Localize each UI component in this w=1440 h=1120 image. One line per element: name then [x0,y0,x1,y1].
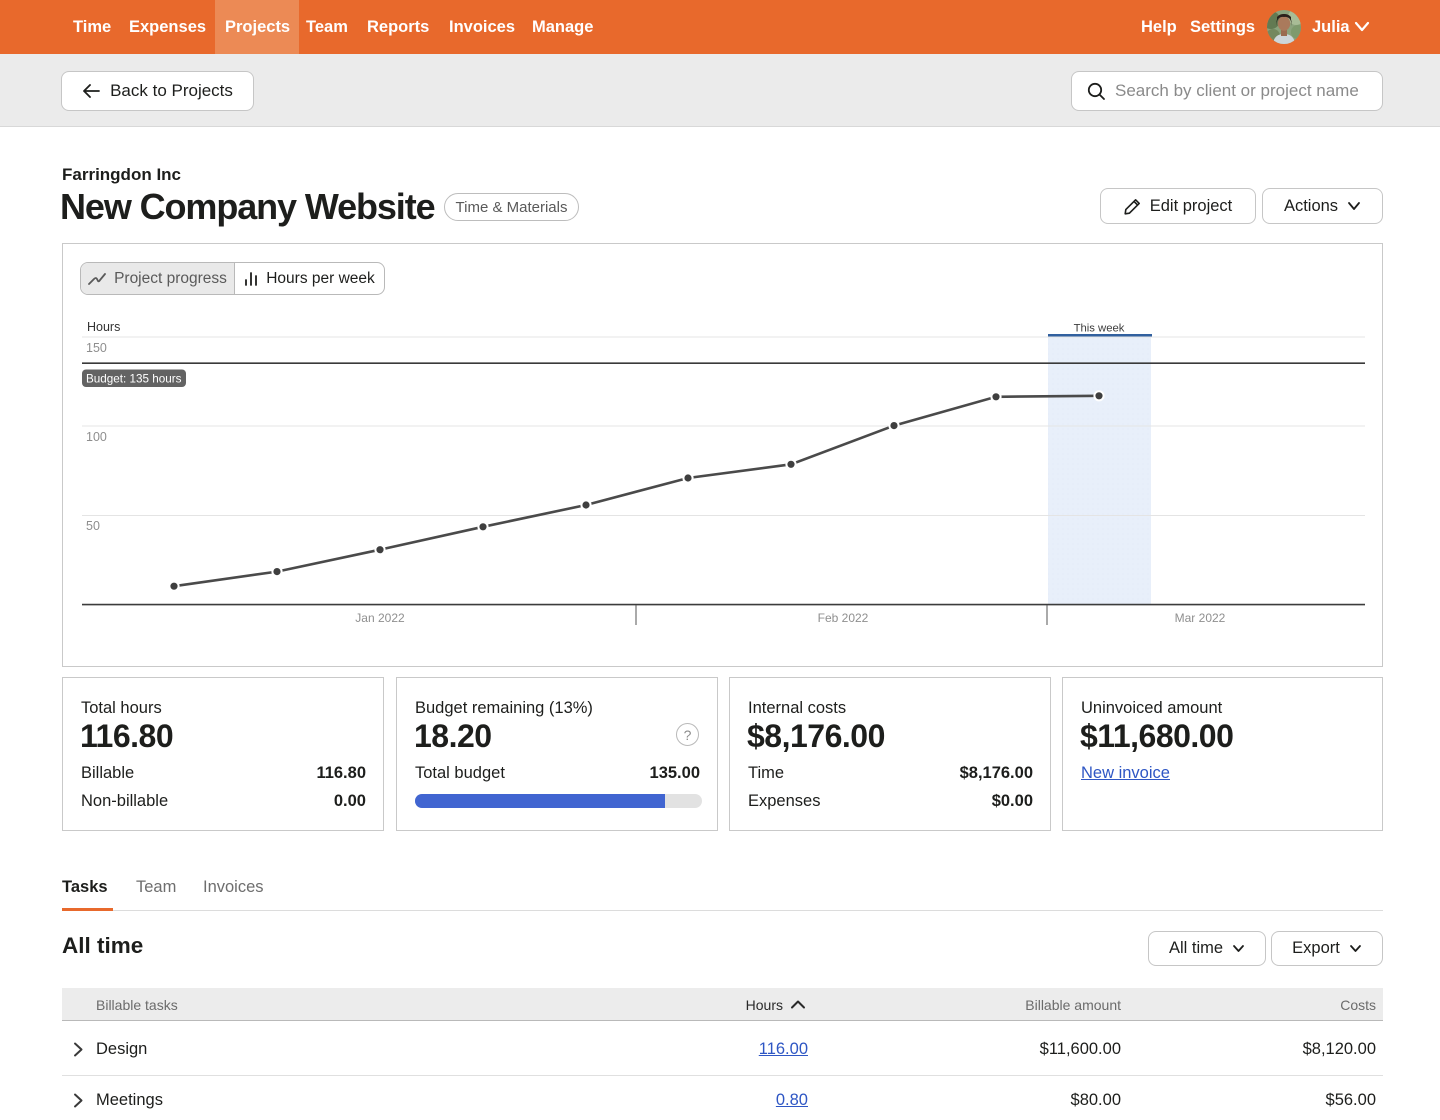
svg-text:Jan 2022: Jan 2022 [355,611,405,625]
svg-text:Mar 2022: Mar 2022 [1175,611,1226,625]
svg-text:Budget: 135 hours: Budget: 135 hours [86,373,182,386]
svg-text:Hours: Hours [87,320,120,334]
svg-text:Feb 2022: Feb 2022 [818,611,869,625]
svg-text:This week: This week [1074,323,1125,335]
svg-text:150: 150 [86,341,107,355]
svg-text:100: 100 [86,430,107,444]
svg-text:50: 50 [86,519,100,533]
